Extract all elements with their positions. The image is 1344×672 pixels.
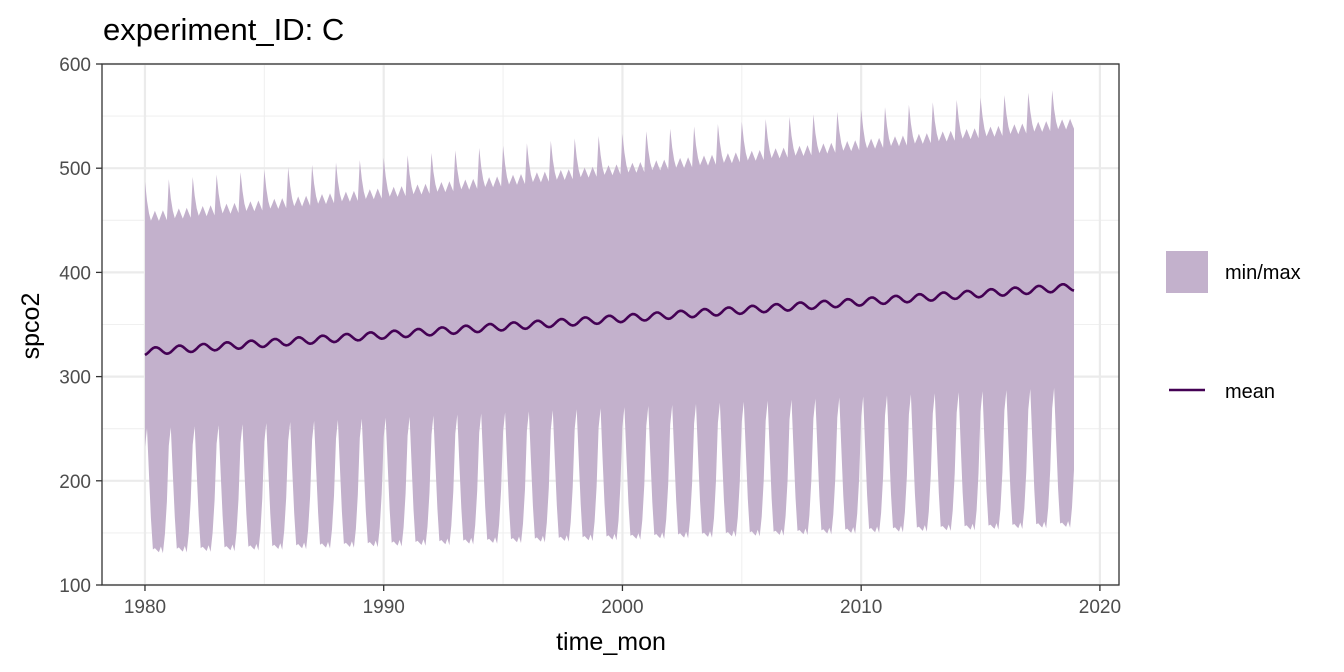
x-tick-label: 1980 [124, 597, 166, 618]
y-tick-label: 300 [59, 368, 91, 389]
x-tick-label: 2010 [840, 597, 882, 618]
x-tick-label: 2000 [601, 597, 643, 618]
y-tick-label: 500 [59, 159, 91, 180]
x-tick-label: 1990 [363, 597, 405, 618]
x-tick-label: 2020 [1079, 597, 1121, 618]
legend-label-minmax: min/max [1225, 262, 1301, 284]
chart-title: experiment_ID: C [103, 12, 344, 47]
panel-border [101, 63, 1120, 586]
x-axis-title: time_mon [556, 628, 666, 656]
y-tick-label: 400 [59, 263, 91, 284]
y-tick-label: 100 [59, 576, 91, 597]
y-axis-title: spco2 [17, 293, 45, 360]
series-layer [144, 90, 1075, 554]
series-mean-line [144, 282, 1075, 357]
legend-label-mean: mean [1225, 381, 1275, 403]
legend: min/max mean [1166, 251, 1301, 403]
y-tick-label: 200 [59, 472, 91, 493]
series-minmax-ribbon [145, 90, 1074, 554]
legend-key-minmax [1166, 251, 1208, 293]
axes: 1980 1990 2000 2010 2020 100 200 300 400 500 600 [59, 55, 1121, 618]
y-tick-label: 600 [59, 55, 91, 76]
